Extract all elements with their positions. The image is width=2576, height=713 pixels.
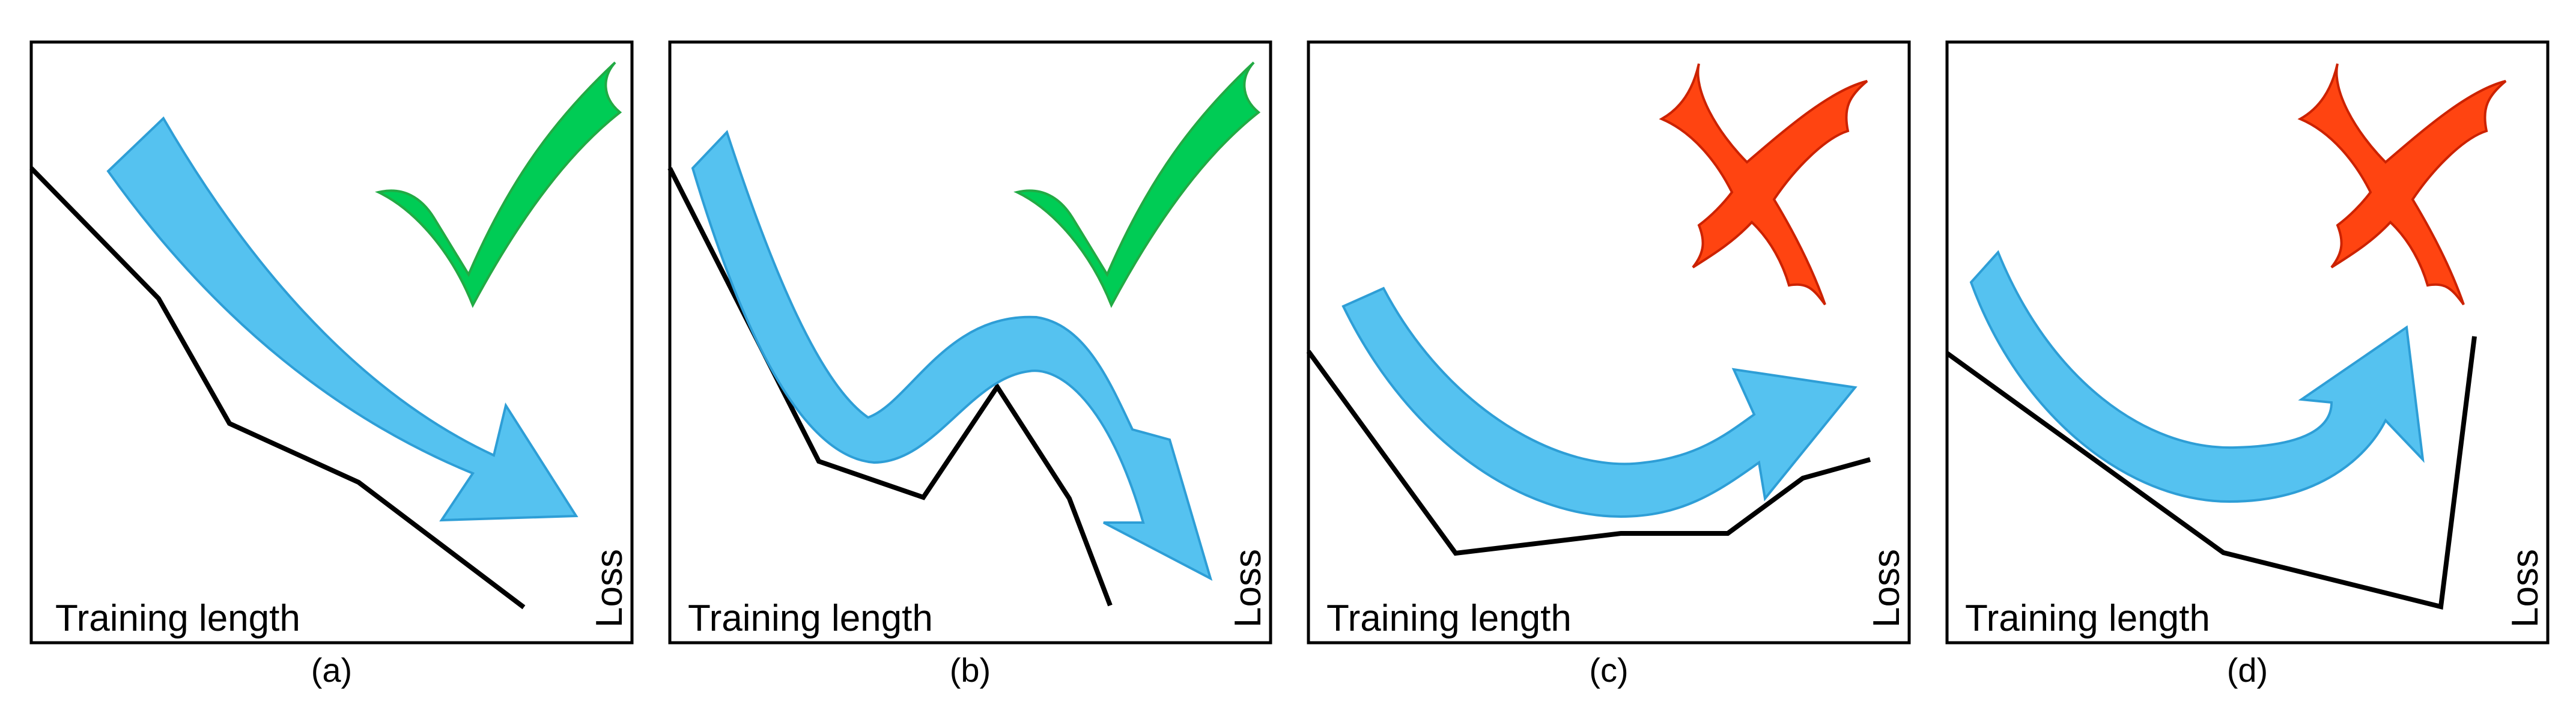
panel-b: Training length Loss (b) — [667, 40, 1272, 689]
panel-c-trend-arrow — [1341, 287, 1858, 518]
panel-b-trend-arrow — [691, 130, 1213, 581]
panel-a-y-label: Loss — [589, 549, 630, 628]
panel-c: Training length Loss (c) — [1306, 40, 1911, 689]
panel-c-loss-curve — [1306, 350, 1871, 556]
panel-a: Training length Loss (a) — [29, 40, 634, 689]
panel-a-trend-arrow — [106, 116, 579, 522]
panel-d-y-label: Loss — [2505, 549, 2546, 628]
panel-a-x-label: Training length — [55, 598, 300, 639]
panel-b-loss-curve — [667, 167, 1113, 607]
panel-b-x-label: Training length — [688, 598, 933, 639]
panel-d-trend-arrow — [1969, 250, 2425, 503]
panel-c-x-label: Training length — [1326, 598, 1572, 639]
panel-d-cross-icon — [2297, 63, 2507, 306]
panel-a-caption: (a) — [311, 651, 352, 689]
panel-c-caption: (c) — [1589, 651, 1628, 689]
panel-c-cross-icon — [1659, 63, 1868, 306]
panel-d-loss-curve — [1945, 336, 2477, 610]
panel-d-caption: (d) — [2227, 651, 2268, 689]
panel-d-x-label: Training length — [1965, 598, 2210, 639]
panel-d: Training length Loss (d) — [1945, 40, 2550, 689]
panel-b-y-label: Loss — [1227, 549, 1269, 628]
panel-b-caption: (b) — [950, 651, 991, 689]
panel-c-y-label: Loss — [1866, 549, 1907, 628]
panel-a-check-icon — [375, 61, 622, 308]
panel-a-loss-curve — [29, 166, 526, 610]
panel-b-check-icon — [1013, 61, 1261, 308]
